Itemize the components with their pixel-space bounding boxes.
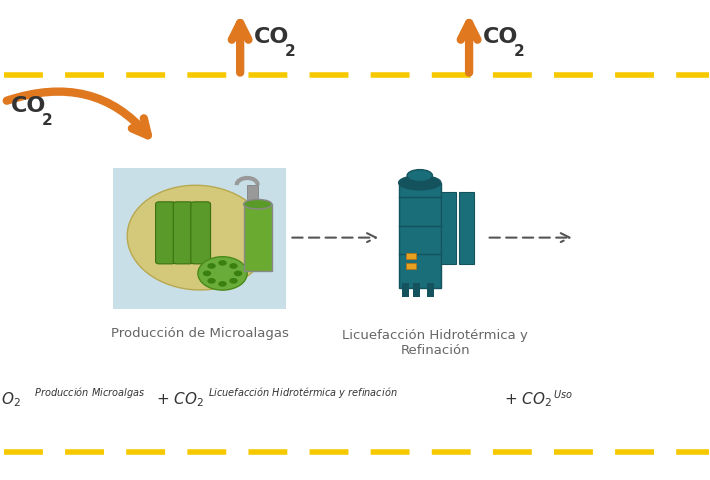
Text: CO: CO [254, 27, 290, 47]
Ellipse shape [398, 176, 441, 190]
Text: CO: CO [484, 27, 518, 47]
Text: CO: CO [11, 96, 47, 116]
Bar [459, 192, 474, 264]
Bar [402, 283, 409, 297]
FancyBboxPatch shape [155, 202, 175, 264]
FancyBboxPatch shape [244, 204, 272, 271]
Circle shape [229, 263, 238, 269]
Text: $+\ \mathit{CO}_{2}$: $+\ \mathit{CO}_{2}$ [155, 391, 204, 409]
Text: Licuefacción Hidrotérmica y
Refinación: Licuefacción Hidrotérmica y Refinación [342, 329, 528, 357]
Circle shape [218, 281, 226, 287]
Text: Producción de Microalagas: Producción de Microalagas [111, 326, 289, 339]
Bar [427, 283, 434, 297]
Ellipse shape [127, 185, 268, 290]
Text: $\mathit{O}_{2}$: $\mathit{O}_{2}$ [1, 391, 21, 409]
Circle shape [198, 257, 247, 290]
Text: $\mathit{\ Licuefacción\ Hidrotérmica\ y\ refinación}$: $\mathit{\ Licuefacción\ Hidrotérmica\ y… [205, 385, 398, 400]
Circle shape [203, 271, 212, 276]
Ellipse shape [407, 169, 432, 181]
FancyBboxPatch shape [191, 202, 211, 264]
Bar [405, 253, 416, 259]
FancyBboxPatch shape [398, 183, 441, 288]
Ellipse shape [244, 199, 272, 209]
Circle shape [234, 271, 242, 276]
Circle shape [207, 263, 216, 269]
FancyBboxPatch shape [247, 185, 258, 204]
Bar [413, 283, 420, 297]
Text: 2: 2 [285, 44, 295, 59]
Text: $\mathit{\ Producción\ Microalgas}$: $\mathit{\ Producción\ Microalgas}$ [31, 385, 146, 400]
Text: $\mathit{\ Uso}$: $\mathit{\ Uso}$ [550, 388, 573, 400]
Bar [114, 168, 286, 309]
Text: 2: 2 [41, 113, 53, 128]
Circle shape [207, 278, 216, 284]
Text: $+\ \mathit{CO}_{2}$: $+\ \mathit{CO}_{2}$ [504, 391, 552, 409]
Text: 2: 2 [513, 44, 524, 59]
Circle shape [229, 278, 238, 284]
Bar [441, 192, 457, 264]
FancyBboxPatch shape [173, 202, 193, 264]
Bar [405, 263, 416, 269]
Circle shape [218, 260, 226, 266]
